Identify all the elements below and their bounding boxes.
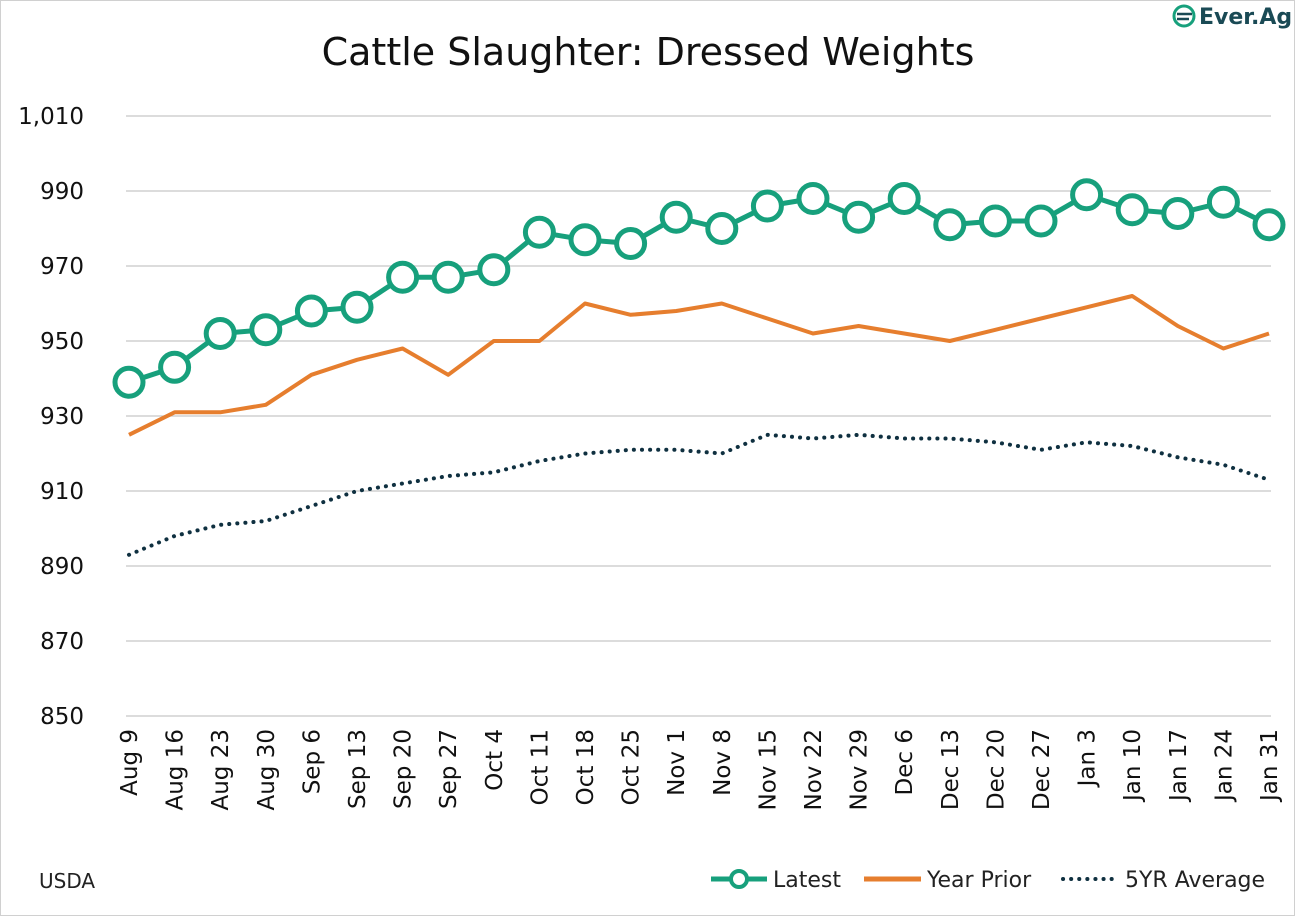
y-tick-label: 930 bbox=[40, 404, 84, 430]
latest-data-point bbox=[112, 365, 146, 399]
latest-data-point bbox=[842, 200, 876, 234]
y-tick-label: 870 bbox=[40, 629, 84, 655]
y-tick-label: 970 bbox=[40, 254, 84, 280]
x-tick-label: Oct 25 bbox=[619, 729, 645, 805]
y-tick-label: 990 bbox=[40, 179, 84, 205]
x-tick-label: Jan 24 bbox=[1211, 729, 1237, 803]
x-tick-label: Dec 27 bbox=[1029, 729, 1055, 810]
latest-data-point bbox=[568, 223, 602, 257]
latest-data-point bbox=[887, 182, 921, 215]
latest-data-point bbox=[249, 313, 283, 347]
x-tick-label: Nov 1 bbox=[664, 729, 690, 796]
y-tick-label: 950 bbox=[40, 329, 84, 355]
x-tick-label: Nov 29 bbox=[847, 729, 873, 810]
legend-label: Latest bbox=[773, 868, 841, 893]
latest-data-point bbox=[1161, 197, 1195, 230]
y-axis-ticks: 850 870 890 910 930 950 970 990 1,010 bbox=[18, 104, 84, 730]
brand-logo: Ever.Ag bbox=[1172, 4, 1292, 30]
latest-data-point bbox=[796, 182, 830, 215]
x-tick-label: Sep 13 bbox=[345, 729, 371, 809]
x-tick-label: Nov 22 bbox=[801, 729, 827, 810]
x-tick-label: Sep 20 bbox=[391, 729, 417, 809]
x-tick-label: Jan 17 bbox=[1166, 729, 1192, 803]
latest-data-point bbox=[978, 204, 1012, 238]
latest-data-point bbox=[203, 317, 237, 350]
x-tick-label: Aug 30 bbox=[254, 729, 280, 811]
latest-data-point bbox=[614, 227, 648, 260]
latest-data-point bbox=[750, 189, 784, 223]
x-tick-label: Oct 18 bbox=[573, 729, 599, 805]
source-label: USDA bbox=[39, 869, 95, 893]
x-axis-ticks: Aug 9 Aug 16 Aug 23 Aug 30 Sep 6 Sep 13 Sep 20… bbox=[117, 729, 1283, 811]
year-prior-series-line bbox=[128, 294, 1270, 437]
legend-label: 5YR Average bbox=[1125, 868, 1265, 893]
x-tick-label: Jan 31 bbox=[1257, 729, 1283, 803]
latest-data-point bbox=[1115, 193, 1149, 227]
x-tick-label: Sep 6 bbox=[299, 729, 325, 794]
latest-data-point bbox=[294, 294, 328, 328]
x-tick-label: Dec 13 bbox=[938, 729, 964, 810]
x-tick-label: Oct 11 bbox=[527, 729, 553, 805]
latest-data-point bbox=[477, 253, 511, 287]
gridlines bbox=[126, 115, 1271, 717]
x-tick-label: Dec 6 bbox=[892, 729, 918, 795]
y-tick-label: 910 bbox=[40, 479, 84, 505]
latest-data-point bbox=[340, 290, 374, 324]
latest-data-point bbox=[522, 215, 556, 249]
legend-label: Year Prior bbox=[926, 868, 1032, 893]
legend-item: Latest bbox=[711, 868, 841, 893]
latest-data-point bbox=[386, 260, 420, 294]
x-tick-label: Aug 23 bbox=[208, 729, 234, 811]
x-tick-label: Aug 16 bbox=[163, 729, 189, 811]
x-tick-label: Jan 10 bbox=[1120, 729, 1146, 803]
x-tick-label: Oct 4 bbox=[482, 729, 508, 791]
y-tick-label: 1,010 bbox=[18, 104, 84, 130]
legend-marker bbox=[729, 869, 749, 889]
x-tick-label: Nov 15 bbox=[755, 729, 781, 810]
series-layer bbox=[112, 178, 1286, 557]
x-tick-label: Sep 27 bbox=[436, 729, 462, 809]
legend-item: 5YR Average bbox=[1061, 868, 1265, 893]
latest-data-point bbox=[431, 260, 465, 294]
latest-series-line bbox=[128, 192, 1271, 385]
y-tick-label: 850 bbox=[40, 704, 84, 730]
y-tick-label: 890 bbox=[40, 554, 84, 580]
legend-item: Year Prior bbox=[864, 868, 1032, 893]
x-tick-label: Jan 3 bbox=[1075, 729, 1101, 788]
latest-data-point bbox=[659, 200, 693, 234]
latest-data-point bbox=[933, 208, 967, 242]
latest-data-point bbox=[705, 212, 739, 245]
legend: Latest Year Prior 5YR Average bbox=[711, 868, 1265, 893]
5yr-average-series-line bbox=[127, 432, 1271, 557]
latest-data-point bbox=[158, 350, 192, 384]
brand-name: Ever.Ag bbox=[1199, 5, 1292, 30]
chart-title: Cattle Slaughter: Dressed Weights bbox=[322, 30, 975, 74]
latest-data-point bbox=[1024, 204, 1058, 238]
x-tick-label: Aug 9 bbox=[117, 729, 143, 796]
x-tick-label: Dec 20 bbox=[983, 729, 1009, 810]
ever-ag-logo-icon bbox=[1172, 4, 1196, 28]
x-tick-label: Nov 8 bbox=[710, 729, 736, 796]
latest-data-point bbox=[1252, 208, 1286, 242]
latest-data-point bbox=[1206, 185, 1240, 219]
latest-data-point bbox=[1070, 178, 1104, 212]
